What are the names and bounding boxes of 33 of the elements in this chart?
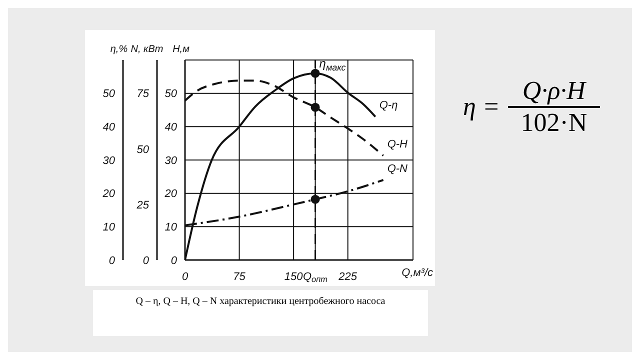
text: Q – η, Q – H, Q – N характеристики центробежного насоса <box>93 290 428 336</box>
y-tick-label: 20 <box>102 188 116 200</box>
text: 102·N <box>520 108 588 138</box>
y-axis-title: η,% <box>110 44 128 55</box>
x-tick-label: 225 <box>338 271 358 283</box>
x-axis-title: Q,м³/с <box>402 267 434 279</box>
y3-tick-label: 0 <box>142 254 150 267</box>
annotation: η$_{макс}$ <box>319 56 346 72</box>
y2-tick-label: 40 <box>164 122 178 134</box>
x-tick-label: Q$_{опт}$ <box>302 271 328 284</box>
text: Q·ρ·H <box>522 76 586 106</box>
x-tick-label: 75 <box>233 271 246 283</box>
y3-tick-label: 25 <box>136 199 150 212</box>
x-tick-label: 0 <box>182 271 189 283</box>
y2-tick-label: 10 <box>164 222 178 234</box>
y2-axis-title: H,м <box>172 44 190 55</box>
x-tick-label: 150 <box>284 271 304 283</box>
y-tick-label: 50 <box>102 88 116 100</box>
text: η = <box>463 92 500 122</box>
y-tick-label: 10 <box>102 222 116 234</box>
y-tick-label: 30 <box>102 154 116 167</box>
series-label: Q-η <box>379 100 398 112</box>
series-label: Q-N <box>387 163 408 175</box>
y2-tick-label: 20 <box>164 188 178 200</box>
y-tick-label: 0 <box>108 254 116 267</box>
y3-axis-title: N, кВт <box>130 44 164 55</box>
y2-tick-label: 30 <box>164 154 178 167</box>
y2-tick-label: 0 <box>170 254 178 267</box>
y3-tick-label: 75 <box>136 88 150 100</box>
y2-tick-label: 50 <box>164 88 178 100</box>
y-tick-label: 40 <box>102 122 116 134</box>
y3-tick-label: 50 <box>136 144 150 156</box>
series-label: Q-H <box>387 138 408 151</box>
